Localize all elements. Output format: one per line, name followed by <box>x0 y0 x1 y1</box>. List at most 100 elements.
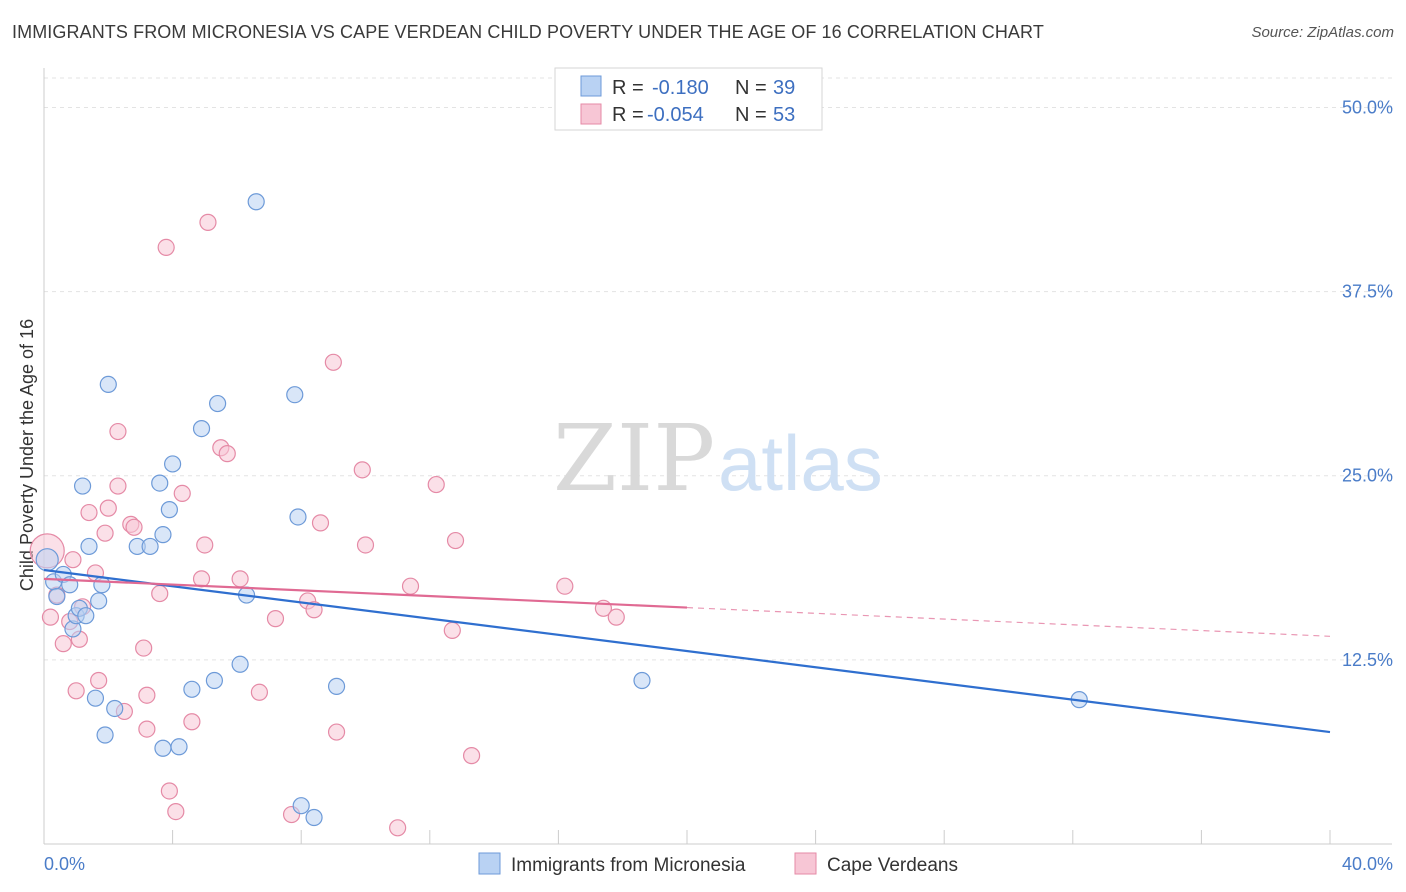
micronesia-point <box>231 655 249 673</box>
cape-verdean-point <box>109 477 127 495</box>
cape-verdean-point <box>389 819 407 837</box>
cape-verdean-point <box>157 238 175 257</box>
cape-verdean-point <box>353 461 371 479</box>
micronesia-point <box>96 726 114 744</box>
micronesia-point <box>151 474 169 492</box>
cape-verdean-point <box>311 514 330 532</box>
watermark-atlas: atlas <box>718 419 883 507</box>
cape-verdean-point <box>556 577 574 595</box>
cape-verdean-point <box>324 353 342 371</box>
cape-verdean-point <box>231 570 249 588</box>
cape-verdean-point <box>305 601 323 619</box>
cape-verdean-point <box>96 524 114 542</box>
cape-verdean-point <box>64 551 82 569</box>
cape-verdean-point <box>90 671 108 690</box>
series-legend-swatch-blue <box>478 852 501 875</box>
cape-verdean-point <box>135 639 153 657</box>
cape-verdean-point <box>80 503 98 522</box>
micronesia-point <box>154 739 172 757</box>
cape-verdean-point <box>99 499 117 517</box>
legend-n-label: N = <box>735 104 767 126</box>
micronesia-point <box>292 797 310 815</box>
cape-verdean-point <box>160 782 178 800</box>
micronesia-point <box>141 537 159 556</box>
cape-verdean-point <box>67 682 85 700</box>
micronesia-point <box>154 526 172 544</box>
cape-verdean-point <box>183 713 201 731</box>
y-tick-label: 37.5% <box>1342 282 1393 302</box>
cape-verdean-trend-line <box>43 577 688 609</box>
cape-verdean-point <box>196 536 214 554</box>
cape-verdean-trend-extension <box>686 606 1331 637</box>
cape-verdean-point <box>41 608 60 626</box>
cape-verdean-point <box>356 536 375 554</box>
trend-lines <box>43 568 1331 734</box>
cape-verdean-point <box>109 422 127 441</box>
legend-r-value: -0.054 <box>647 104 704 126</box>
gridlines <box>44 77 1392 661</box>
legend-n-label: N = <box>735 77 767 99</box>
x-tick-label: 40.0% <box>1342 854 1393 874</box>
series-legend-label: Immigrants from Micronesia <box>511 855 746 876</box>
cape-verdean-point <box>192 570 211 588</box>
micronesia-point <box>93 576 111 594</box>
y-tick-label: 50.0% <box>1342 97 1393 117</box>
micronesia-point <box>209 394 227 413</box>
cape-verdean-point <box>138 686 156 704</box>
micronesia-point <box>183 680 201 698</box>
cape-verdean-point <box>173 484 191 503</box>
micronesia-point <box>170 738 188 756</box>
micronesia-point <box>205 671 223 690</box>
source-label: Source: ZipAtlas.com <box>1251 24 1394 41</box>
cape-verdean-point <box>199 213 217 231</box>
micronesia-trend-line <box>43 568 1331 734</box>
micronesia-point <box>286 386 304 404</box>
y-tick-labels: 12.5% 25.0% 37.5% 50.0% <box>1342 97 1393 669</box>
x-tick-labels: 0.0% 40.0% <box>44 854 1393 874</box>
legend-swatch-pink <box>580 103 602 125</box>
cape-verdean-point <box>266 610 285 628</box>
cape-verdean-point <box>443 621 461 640</box>
micronesia-point <box>73 477 92 495</box>
micronesia-point <box>192 419 211 438</box>
x-tick-label: 0.0% <box>44 854 85 874</box>
micronesia-point <box>48 587 66 606</box>
cape-verdean-point <box>446 531 465 550</box>
cape-verdean-point <box>327 723 346 741</box>
cape-verdean-point <box>218 445 236 463</box>
legend-r-label: R = <box>612 104 644 126</box>
cape-verdean-point <box>427 475 445 494</box>
micronesia-point <box>77 607 95 625</box>
micronesia-point <box>86 689 105 707</box>
micronesia-point <box>164 455 182 473</box>
axes <box>43 68 1392 845</box>
correlation-legend: R = -0.180 N = 39 R = -0.054 N = 53 <box>554 67 823 131</box>
legend-n-value: 39 <box>773 77 795 99</box>
cape-verdean-point <box>607 608 625 626</box>
cape-verdean-point <box>138 720 156 738</box>
cape-verdean-point <box>401 577 420 595</box>
cape-verdeans-points <box>29 213 625 837</box>
series-legend-swatch-pink <box>794 852 817 875</box>
micronesia-point <box>305 808 323 827</box>
watermark-zip: ZIP <box>553 405 715 512</box>
micronesia-point <box>160 501 178 519</box>
cape-verdean-point <box>167 802 185 821</box>
chart-title: IMMIGRANTS FROM MICRONESIA VS CAPE VERDE… <box>12 22 1044 42</box>
micronesia-point <box>289 508 307 526</box>
micronesia-points <box>35 193 1088 827</box>
watermark: ZIP atlas <box>553 405 883 512</box>
micronesia-point <box>80 537 98 556</box>
cape-verdean-point <box>250 683 269 701</box>
cape-verdean-point <box>125 518 143 536</box>
micronesia-point <box>35 548 59 572</box>
y-tick-label: 12.5% <box>1342 650 1393 670</box>
micronesia-point <box>327 677 346 695</box>
micronesia-point <box>247 193 265 211</box>
micronesia-point <box>90 592 108 610</box>
micronesia-point <box>99 375 117 393</box>
y-tick-label: 25.0% <box>1342 466 1393 486</box>
y-axis-label: Child Poverty Under the Age of 16 <box>17 319 37 591</box>
cape-verdean-point <box>462 747 481 765</box>
